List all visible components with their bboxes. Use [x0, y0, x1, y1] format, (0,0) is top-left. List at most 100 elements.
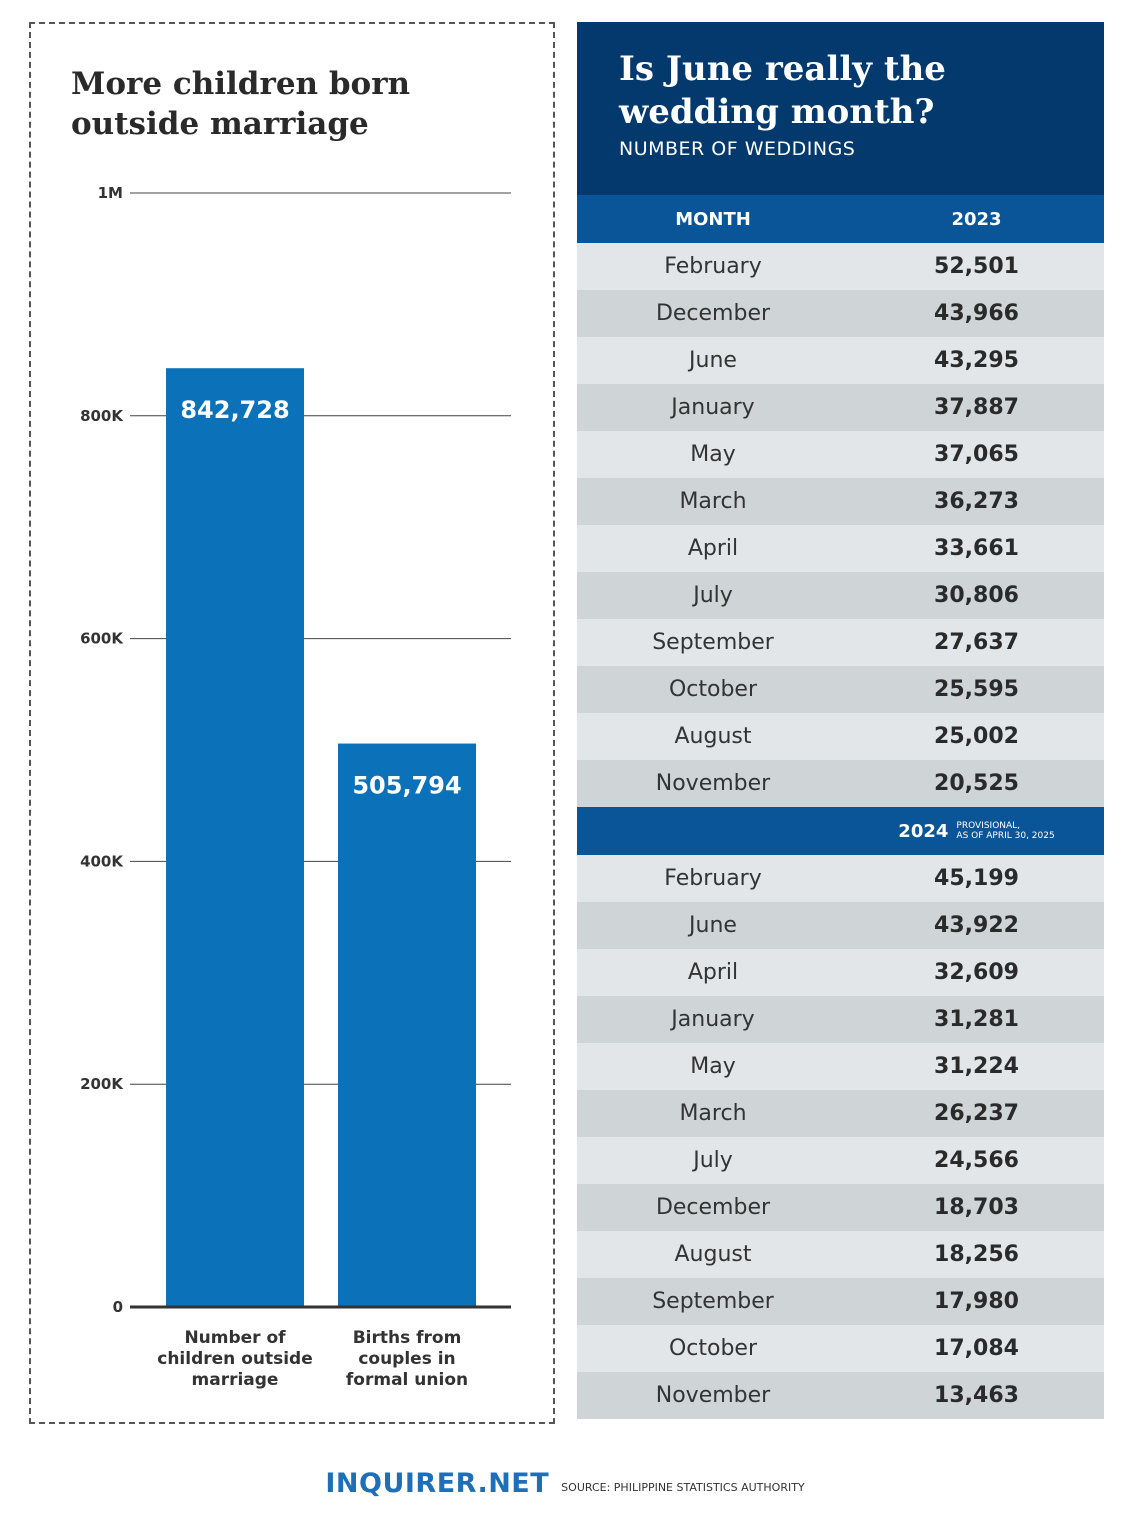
row-2024-value-cell: 18,703 — [934, 1195, 1019, 1220]
y-tick-label: 200K — [80, 1075, 124, 1093]
y-tick-label: 600K — [80, 630, 124, 648]
column-header-2024: 2024 PROVISIONAL, AS OF APRIL 30, 2025 — [577, 807, 1104, 855]
table-2023-body: February 52,501 December 43,966 June 43,295 Ja… — [577, 243, 1104, 807]
x-category-label: Number of — [184, 1328, 286, 1348]
row-2024-month-cell: November — [655, 1383, 771, 1408]
row-2024-value-cell: 24,566 — [934, 1148, 1019, 1173]
row-2024-month-cell: March — [679, 1101, 747, 1126]
row-2023-value-cell: 37,887 — [934, 395, 1019, 420]
table-row: February 45,199 — [577, 855, 1104, 902]
row-2024-month-cell: October — [668, 1336, 758, 1361]
row-2024-month-cell: August — [674, 1242, 752, 1267]
row-2023-value-cell: 43,295 — [934, 348, 1019, 373]
table-row: May 37,065 — [577, 431, 1104, 478]
row-2023-month-cell: April — [687, 536, 739, 561]
row-2024-value-cell: 17,980 — [934, 1289, 1019, 1314]
table-row: April 33,661 — [577, 525, 1104, 572]
row-2023-value-cell: 25,002 — [934, 724, 1019, 749]
month-column-header: MONTH — [675, 208, 751, 230]
row-2024-value-cell: 26,237 — [934, 1101, 1019, 1126]
row-2024-month-cell: December — [655, 1195, 771, 1220]
table-row: July 24,566 — [577, 1137, 1104, 1184]
table-row: June 43,295 — [577, 337, 1104, 384]
chart-title: More children born outside marriage — [71, 66, 411, 142]
table-row: January 31,281 — [577, 996, 1104, 1043]
row-2023-value-cell: 33,661 — [934, 536, 1019, 561]
row-2024-month-cell: September — [652, 1289, 774, 1314]
row-2023-value-cell: 20,525 — [934, 771, 1019, 796]
x-category-label: formal union — [346, 1370, 468, 1390]
row-2024-value-cell: 17,084 — [934, 1336, 1019, 1361]
column-header-2023: MONTH 2023 — [577, 195, 1104, 243]
table-row: December 43,966 — [577, 290, 1104, 337]
table-row: March 26,237 — [577, 1090, 1104, 1137]
row-2023-value-cell: 25,595 — [934, 677, 1019, 702]
row-2023-value-cell: 36,273 — [934, 489, 1019, 514]
y-tick-label: 0 — [113, 1298, 123, 1316]
row-2023-month-cell: December — [655, 301, 771, 326]
bar — [166, 368, 304, 1307]
row-2024-value-cell: 43,922 — [934, 913, 1019, 938]
row-2023-value-cell: 27,637 — [934, 630, 1019, 655]
table-row: September 17,980 — [577, 1278, 1104, 1325]
bar-chart: 0 200K 400K 600K 800K 1M 842,728 Number ofchild… — [80, 184, 511, 1390]
row-2023-month-cell: November — [655, 771, 771, 796]
row-2023-month-cell: March — [679, 489, 747, 514]
row-2023-month-cell: January — [671, 395, 755, 420]
table-row: October 17,084 — [577, 1325, 1104, 1372]
row-2023-month-cell: October — [668, 677, 758, 702]
row-2024-month-cell: July — [693, 1148, 733, 1173]
row-2024-value-cell: 18,256 — [934, 1242, 1019, 1267]
bar-value-label: 842,728 — [180, 396, 289, 424]
y-tick-label: 1M — [98, 184, 123, 202]
table-row: November 13,463 — [577, 1372, 1104, 1419]
table-row: February 52,501 — [577, 243, 1104, 290]
table-2024-body: February 45,199 June 43,922 April 32,609 Janua… — [577, 855, 1104, 1419]
year-2023-column-header: 2023 — [951, 208, 1002, 230]
y-tick-label: 800K — [80, 407, 124, 425]
year-2024-label: 2024 — [898, 820, 949, 842]
table-row: July 30,806 — [577, 572, 1104, 619]
row-2023-month-cell: February — [664, 254, 762, 279]
table-header: Is June really the wedding month? NUMBER… — [577, 22, 1104, 195]
row-2024-value-cell: 45,199 — [934, 866, 1019, 891]
x-category-label: couples in — [358, 1349, 455, 1369]
row-2024-month-cell: May — [690, 1054, 736, 1079]
table-title: Is June really the wedding month? — [619, 49, 946, 132]
y-tick-label: 400K — [80, 852, 124, 870]
row-2024-value-cell: 13,463 — [934, 1383, 1019, 1408]
row-2024-value-cell: 31,281 — [934, 1007, 1019, 1032]
provisional-note-line2: AS OF APRIL 30, 2025 — [956, 831, 1055, 841]
table-subtitle: NUMBER OF WEDDINGS — [619, 138, 856, 160]
table-row: August 25,002 — [577, 713, 1104, 760]
table-row: September 27,637 — [577, 619, 1104, 666]
table-row: December 18,703 — [577, 1184, 1104, 1231]
row-2023-month-cell: August — [674, 724, 752, 749]
row-2023-value-cell: 43,966 — [934, 301, 1019, 326]
table-row: May 31,224 — [577, 1043, 1104, 1090]
row-2023-value-cell: 52,501 — [934, 254, 1019, 279]
footer: INQUIRER.NET SOURCE: PHILIPPINE STATISTI… — [0, 1468, 1130, 1499]
provisional-note-line1: PROVISIONAL, — [956, 821, 1021, 831]
table-row: November 20,525 — [577, 760, 1104, 807]
brand-logo: INQUIRER.NET — [325, 1468, 550, 1499]
row-2024-value-cell: 32,609 — [934, 960, 1019, 985]
source-note: SOURCE: PHILIPPINE STATISTICS AUTHORITY — [561, 1481, 805, 1494]
bar-value-label: 505,794 — [352, 772, 461, 800]
weddings-table-panel: Is June really the wedding month? NUMBER… — [577, 22, 1104, 1419]
chart-panel: More children born outside marriage 0 200… — [29, 22, 555, 1424]
row-2024-value-cell: 31,224 — [934, 1054, 1019, 1079]
table-row: August 18,256 — [577, 1231, 1104, 1278]
row-2023-month-cell: May — [690, 442, 736, 467]
row-2024-month-cell: January — [671, 1007, 755, 1032]
row-2023-value-cell: 37,065 — [934, 442, 1019, 467]
x-category-label: marriage — [192, 1370, 279, 1390]
row-2023-month-cell: June — [689, 348, 737, 373]
row-2024-month-cell: February — [664, 866, 762, 891]
year-2024-column-header: 2024 PROVISIONAL, AS OF APRIL 30, 2025 — [849, 821, 1104, 842]
row-2024-month-cell: June — [689, 913, 737, 938]
row-2023-value-cell: 30,806 — [934, 583, 1019, 608]
provisional-note: PROVISIONAL, AS OF APRIL 30, 2025 — [956, 821, 1054, 841]
table-row: April 32,609 — [577, 949, 1104, 996]
x-category-label: children outside — [157, 1349, 313, 1369]
